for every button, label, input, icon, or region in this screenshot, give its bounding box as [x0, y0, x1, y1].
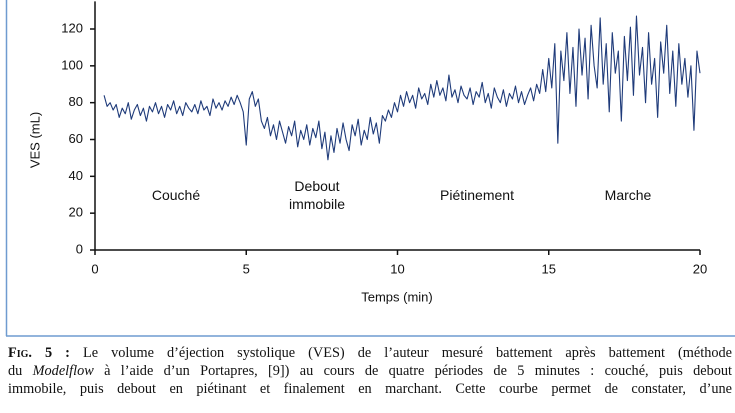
y-tick-label: 120: [61, 20, 83, 35]
annotation: Piétinement: [440, 187, 514, 203]
x-tick-label: 10: [390, 261, 404, 276]
y-tick-label: 60: [69, 131, 83, 146]
y-axis-label: VES (mL): [27, 112, 42, 168]
x-tick-label: 0: [91, 261, 98, 276]
x-axis-label: Temps (min): [361, 289, 433, 304]
x-tick-label: 20: [693, 261, 707, 276]
caption-text: à l’aide d’un Portapres, [9]) au cours d…: [93, 363, 732, 379]
caption-line: du Modelflow à l’aide d’un Portapres, [9…: [8, 362, 732, 380]
annotation: Couché: [151, 187, 201, 203]
y-tick-label: 40: [69, 168, 83, 183]
caption-text: du: [8, 363, 33, 379]
caption: Fig. 5 : Le volume d’éjection systolique…: [8, 344, 732, 398]
x-tick-label: 15: [542, 261, 556, 276]
caption-text: Le volume d’éjection systolique (VES) de…: [82, 345, 732, 361]
caption-line: Fig. 5 : Le volume d’éjection systolique…: [8, 344, 732, 362]
x-tick-label: 5: [243, 261, 250, 276]
caption-text: immobile, puis debout en piétinant et fi…: [8, 381, 732, 397]
annotation: Marche: [604, 187, 652, 203]
caption-label: Fig. 5 :: [8, 345, 70, 361]
data-line: [103, 15, 701, 161]
caption-italic: Modelflow: [32, 363, 94, 379]
y-tick-label: 100: [61, 57, 83, 72]
caption-line: immobile, puis debout en piétinant et fi…: [8, 380, 732, 398]
annotation: Debout immobile: [288, 178, 345, 212]
y-tick-label: 0: [76, 241, 83, 256]
y-tick-label: 20: [69, 205, 83, 220]
y-tick-label: 80: [69, 94, 83, 109]
